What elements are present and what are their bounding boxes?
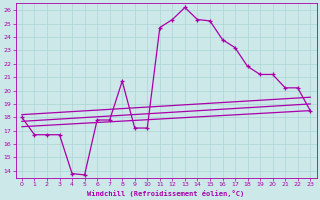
X-axis label: Windchill (Refroidissement éolien,°C): Windchill (Refroidissement éolien,°C) bbox=[87, 190, 245, 197]
